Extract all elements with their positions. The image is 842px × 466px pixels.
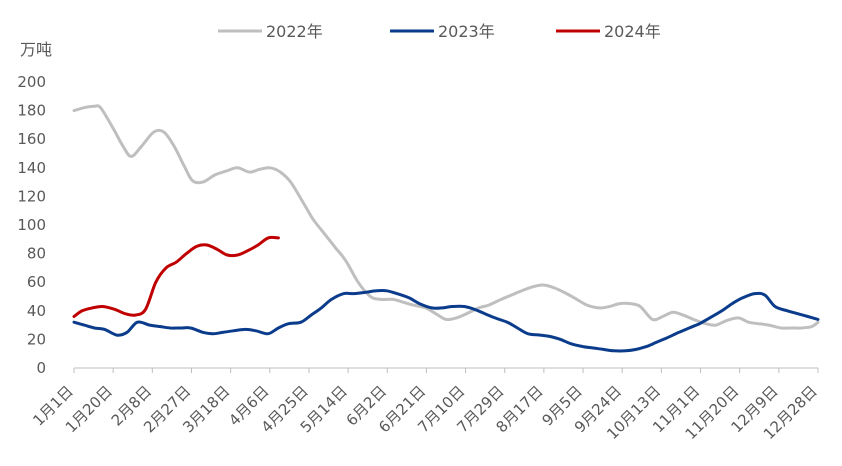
y-tick-label: 200 bbox=[17, 73, 46, 91]
y-tick-label: 140 bbox=[17, 159, 46, 177]
y-tick-label: 100 bbox=[17, 216, 46, 234]
y-tick-label: 20 bbox=[27, 330, 46, 348]
y-axis: 0 20 40 60 80 100 120 140 160 180 200 bbox=[17, 73, 46, 377]
y-tick-label: 0 bbox=[36, 359, 46, 377]
legend-label-1: 2022年 bbox=[266, 22, 323, 41]
y-tick-label: 80 bbox=[27, 245, 46, 263]
y-tick-label: 160 bbox=[17, 130, 46, 148]
series-line-3 bbox=[72, 235, 280, 318]
legend-label-3: 2024年 bbox=[604, 22, 661, 41]
series-line-2 bbox=[72, 289, 820, 353]
y-tick-label: 60 bbox=[27, 273, 46, 291]
legend: 2022年 2023年 2024年 bbox=[218, 22, 661, 41]
plot-area bbox=[72, 104, 820, 353]
y-tick-label: 120 bbox=[17, 187, 46, 205]
x-axis: 1月1日1月20日2月8日2月27日3月18日4月6日4月25日5月14日6月2… bbox=[29, 368, 821, 443]
y-tick-label: 180 bbox=[17, 102, 46, 120]
y-tick-label: 40 bbox=[27, 302, 46, 320]
series-line-1 bbox=[72, 104, 820, 330]
y-unit-label: 万吨 bbox=[20, 40, 52, 59]
legend-label-2: 2023年 bbox=[438, 22, 495, 41]
